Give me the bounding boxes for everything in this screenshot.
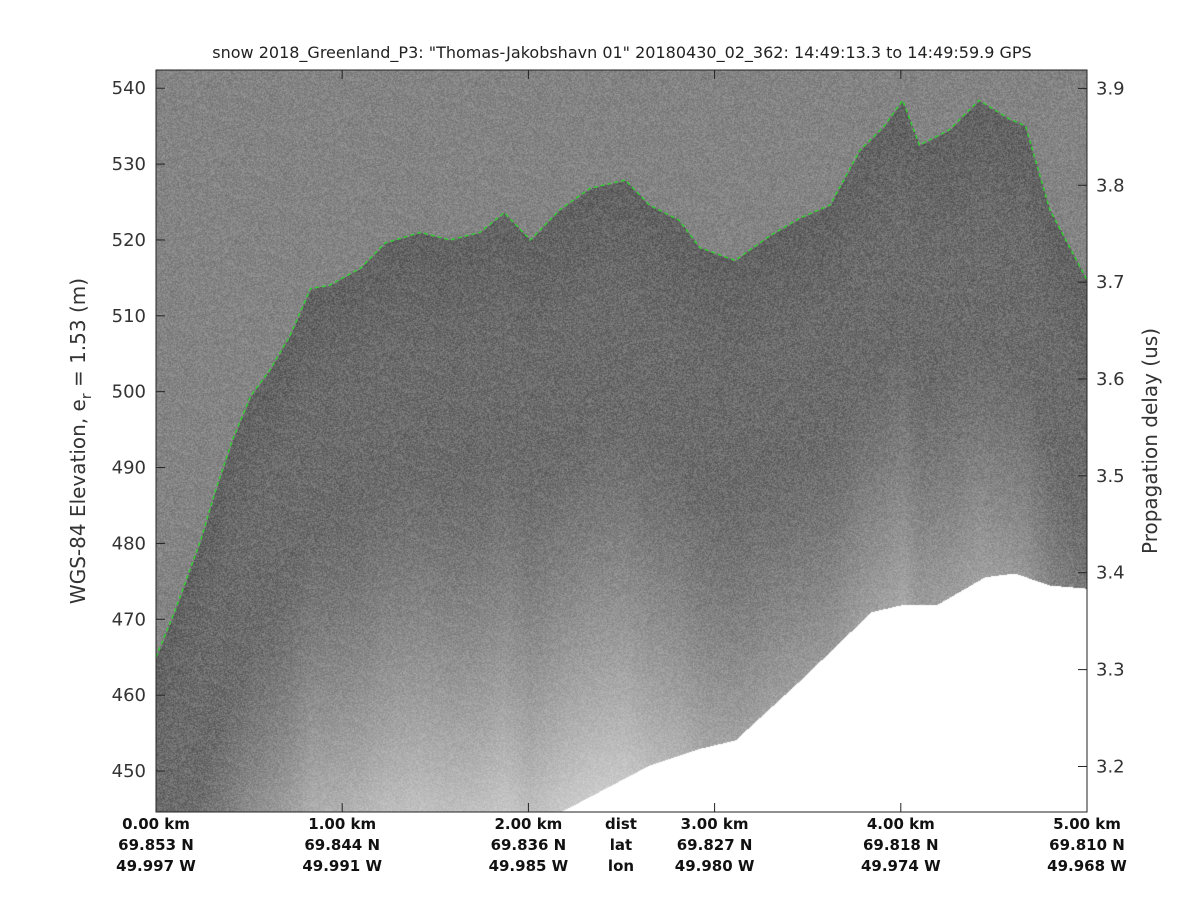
- left-tick-label: 500: [112, 382, 146, 403]
- right-tick-label: 3.6: [1096, 369, 1125, 390]
- x-row-label-dist: dist: [605, 815, 637, 833]
- x-lon-label: 49.991 W: [302, 857, 382, 875]
- left-tick-label: 450: [112, 761, 146, 782]
- right-tick-label: 3.7: [1096, 272, 1125, 293]
- x-dist-label: 3.00 km: [681, 815, 749, 833]
- x-lat-label: 69.844 N: [304, 836, 380, 854]
- x-dist-label: 5.00 km: [1053, 815, 1121, 833]
- left-ticks: 450 460 470 480 490 500 510 520 530 540: [112, 78, 165, 782]
- x-row-label-lon: lon: [608, 857, 634, 875]
- right-tick-label: 3.2: [1096, 756, 1125, 777]
- x-lat-label: 69.810 N: [1049, 836, 1125, 854]
- x-row-label-lat: lat: [610, 836, 632, 854]
- left-tick-label: 530: [112, 154, 146, 175]
- plot-frame: [155, 69, 1088, 813]
- x-lon-label: 49.985 W: [489, 857, 569, 875]
- chart-title: snow 2018_Greenland_P3: "Thomas-Jakobsha…: [212, 43, 1032, 62]
- x-dist-label: 4.00 km: [867, 815, 935, 833]
- left-tick-label: 520: [112, 230, 146, 251]
- y-axis-left-label: WGS-84 Elevation, er = 1.53 (m): [66, 278, 95, 604]
- x-dist-label: 0.00 km: [122, 815, 190, 833]
- right-tick-label: 3.8: [1096, 175, 1125, 196]
- left-tick-label: 490: [112, 458, 146, 479]
- bottom-labels: 0.00 km 69.853 N 49.997 W 1.00 km 69.844 N 49…: [116, 70, 1127, 875]
- left-tick-label: 510: [112, 306, 146, 327]
- right-tick-label: 3.5: [1096, 466, 1125, 487]
- x-lon-label: 49.980 W: [675, 857, 755, 875]
- left-tick-label: 460: [112, 685, 146, 706]
- right-ticks: 3.2 3.3 3.4 3.5 3.6 3.7 3.8 3.9: [1078, 78, 1125, 777]
- right-tick-label: 3.9: [1096, 78, 1125, 99]
- surface-trace: [155, 98, 1088, 658]
- y-axis-right-label: Propagation delay (us): [1138, 328, 1162, 554]
- left-tick-label: 540: [112, 78, 146, 99]
- x-lat-label: 69.853 N: [118, 836, 194, 854]
- x-lon-label: 49.968 W: [1047, 857, 1127, 875]
- surface-line: [155, 98, 1088, 658]
- left-tick-label: 470: [112, 609, 146, 630]
- right-tick-label: 3.3: [1096, 660, 1125, 681]
- x-lat-label: 69.836 N: [491, 836, 567, 854]
- x-lon-label: 49.997 W: [116, 857, 196, 875]
- x-lat-label: 69.827 N: [677, 836, 753, 854]
- echogram-image: [156, 70, 1087, 812]
- x-lon-label: 49.974 W: [861, 857, 941, 875]
- x-lat-label: 69.818 N: [863, 836, 939, 854]
- x-dist-label: 2.00 km: [494, 815, 562, 833]
- right-tick-label: 3.4: [1096, 563, 1125, 584]
- left-tick-label: 480: [112, 533, 146, 554]
- x-dist-label: 1.00 km: [308, 815, 376, 833]
